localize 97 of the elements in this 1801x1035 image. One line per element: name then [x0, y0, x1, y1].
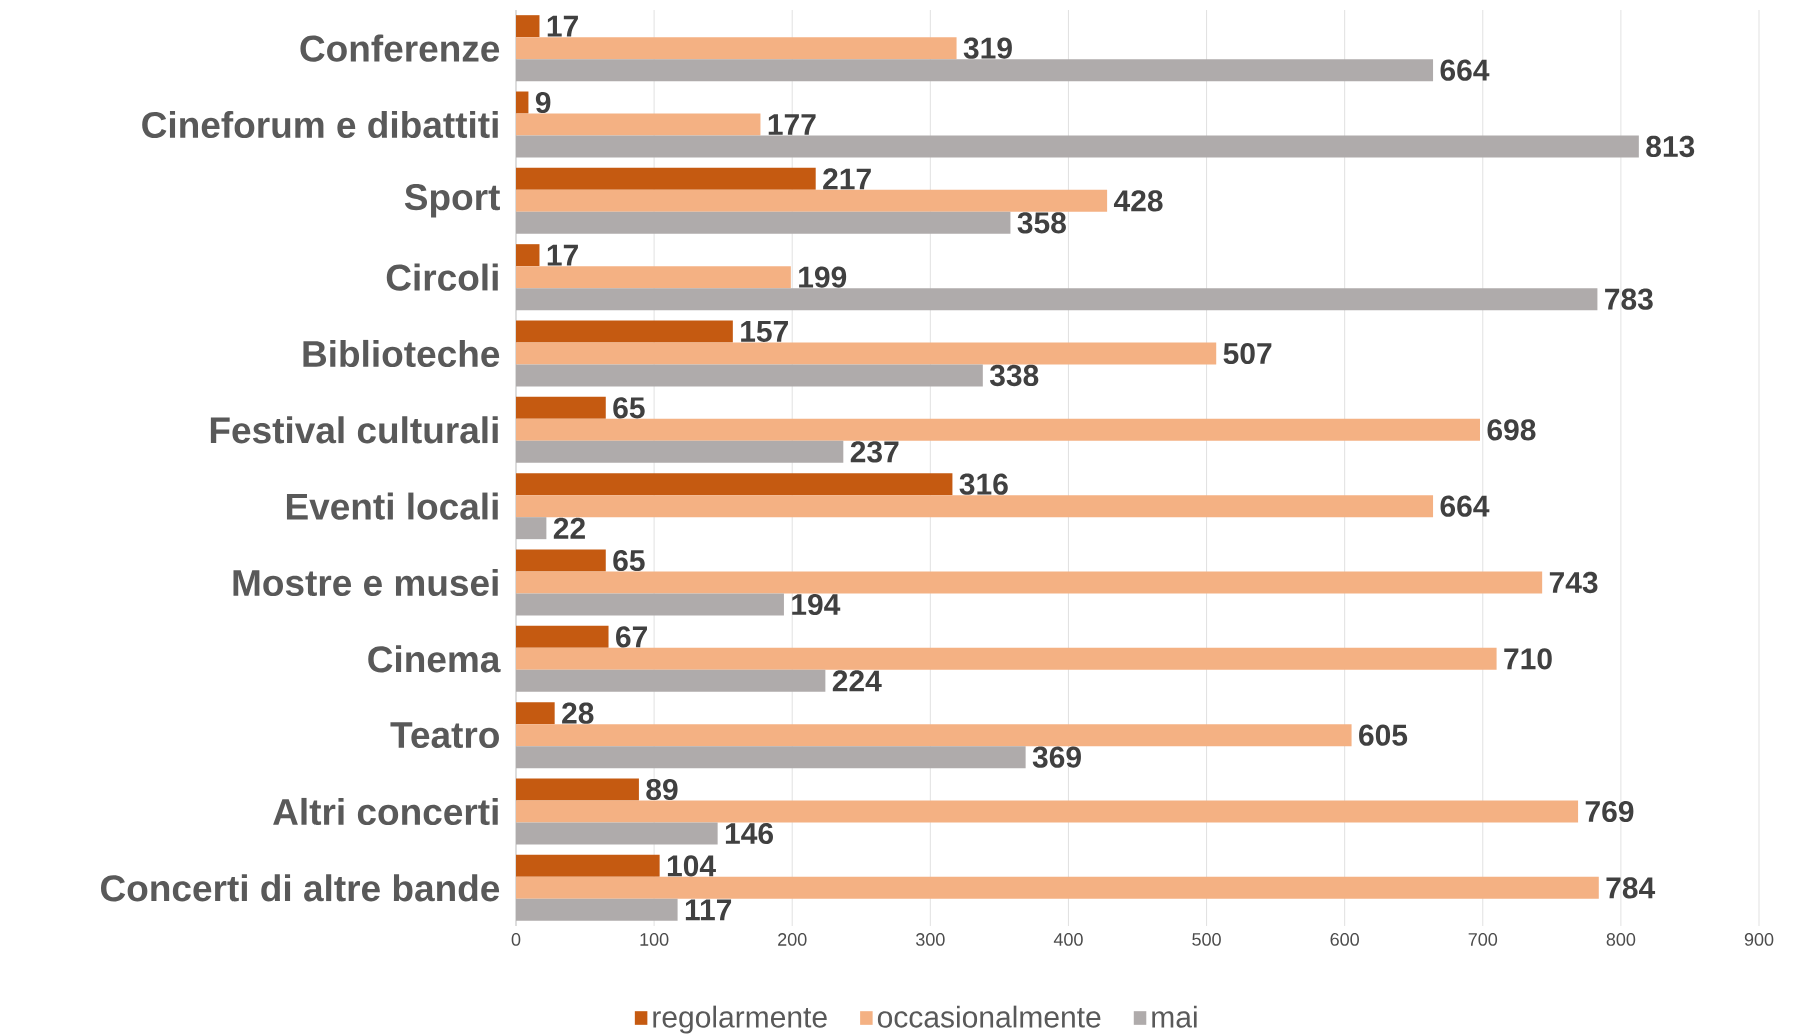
- data-label: 217: [823, 168, 871, 190]
- y-tick-label: Concerti di altre bande: [100, 874, 500, 902]
- bar: [516, 746, 1026, 769]
- data-label: 316: [959, 473, 1008, 495]
- y-tick-label: Sport: [404, 184, 500, 218]
- bar: [516, 113, 761, 136]
- bar: [516, 266, 791, 289]
- data-label: 22: [553, 517, 585, 539]
- data-label: 17: [547, 15, 578, 37]
- bar: [516, 91, 529, 114]
- data-label: 17: [547, 244, 578, 266]
- data-label: 664: [1440, 495, 1490, 517]
- bar: [516, 418, 1481, 441]
- bar: [516, 320, 733, 343]
- data-label: 338: [989, 364, 1039, 387]
- y-tick-label: Circoli: [386, 263, 498, 291]
- bar: [516, 549, 606, 572]
- x-tick-label: 300: [916, 933, 945, 946]
- data-label: 28: [562, 702, 594, 724]
- data-label: 224: [832, 670, 882, 692]
- data-label: 104: [667, 855, 716, 877]
- bar: [516, 211, 1011, 234]
- y-tick-label: Cineforum e dibattiti: [142, 110, 498, 139]
- bar: [516, 244, 540, 267]
- bar: [516, 778, 639, 801]
- x-tick-label: 800: [1606, 933, 1636, 946]
- x-tick-label: 700: [1468, 933, 1498, 946]
- bar: [516, 59, 1434, 82]
- bar: [516, 495, 1434, 518]
- y-tick-label: Conferenze: [300, 34, 500, 62]
- data-label: 237: [850, 441, 899, 463]
- x-tick-label: 400: [1053, 933, 1083, 946]
- x-tick-label: 900: [1744, 933, 1774, 946]
- data-label: 507: [1223, 342, 1272, 365]
- bar: [516, 37, 957, 60]
- x-tick-label: 0: [511, 933, 521, 946]
- legend-label: occasionalmente: [877, 1005, 1101, 1028]
- bar: [516, 135, 1639, 158]
- x-tick-label: 100: [640, 933, 669, 946]
- data-label: 146: [725, 822, 773, 845]
- data-label: 65: [613, 397, 645, 419]
- y-tick-label: Festival culturali: [210, 416, 498, 444]
- data-label: 784: [1606, 877, 1656, 899]
- bar: [516, 288, 1598, 311]
- bar: [516, 800, 1579, 823]
- data-label: 428: [1113, 190, 1163, 212]
- data-label: 177: [768, 114, 816, 135]
- data-label: 89: [646, 778, 678, 801]
- bar: [516, 625, 609, 648]
- data-label: 9: [535, 91, 551, 114]
- bar: [516, 724, 1352, 747]
- bar: [516, 876, 1599, 899]
- data-label: 769: [1585, 800, 1634, 823]
- bar: [516, 593, 784, 616]
- y-tick-label: Eventi locali: [286, 492, 498, 520]
- data-label: 65: [613, 549, 645, 572]
- bar: [516, 702, 555, 725]
- bar: [516, 473, 953, 496]
- x-tick-label: 200: [778, 933, 807, 946]
- bar: [516, 822, 718, 845]
- data-label: 710: [1504, 648, 1552, 670]
- legend-label: regolarmente: [653, 1005, 827, 1034]
- bar: [516, 342, 1217, 365]
- data-label: 117: [685, 899, 732, 921]
- bar: [516, 517, 547, 540]
- bar: [516, 854, 660, 877]
- bar: [516, 898, 678, 921]
- bar: [516, 440, 844, 463]
- y-tick-label: Teatro: [390, 722, 499, 749]
- data-label: 194: [792, 593, 841, 616]
- x-tick-label: 500: [1192, 933, 1221, 946]
- y-tick-label: Altri concerti: [273, 797, 498, 826]
- data-label: 199: [799, 266, 847, 288]
- data-label: 157: [741, 321, 788, 342]
- bar: [516, 396, 606, 419]
- data-label: 783: [1605, 288, 1653, 310]
- data-label: 605: [1359, 724, 1408, 746]
- y-tick-label: Cinema: [368, 645, 501, 673]
- bar: [516, 571, 1543, 594]
- bar: [516, 364, 983, 387]
- y-tick-label: Mostre e musei: [233, 568, 498, 597]
- data-label: 67: [616, 626, 647, 648]
- x-tick-label: 600: [1330, 933, 1359, 946]
- bar: [516, 15, 540, 38]
- data-label: 698: [1487, 419, 1536, 441]
- data-label: 319: [963, 37, 1012, 59]
- data-label: 358: [1017, 212, 1066, 234]
- y-tick-label: Biblioteche: [303, 339, 500, 368]
- bar: [516, 167, 816, 190]
- data-label: 743: [1549, 571, 1598, 594]
- data-label: 369: [1032, 746, 1081, 768]
- data-label: 813: [1646, 135, 1695, 158]
- bar: [516, 647, 1497, 670]
- data-label: 664: [1440, 59, 1490, 81]
- legend-label: mai: [1152, 1005, 1197, 1028]
- bar: [516, 189, 1108, 212]
- bar: [516, 669, 826, 692]
